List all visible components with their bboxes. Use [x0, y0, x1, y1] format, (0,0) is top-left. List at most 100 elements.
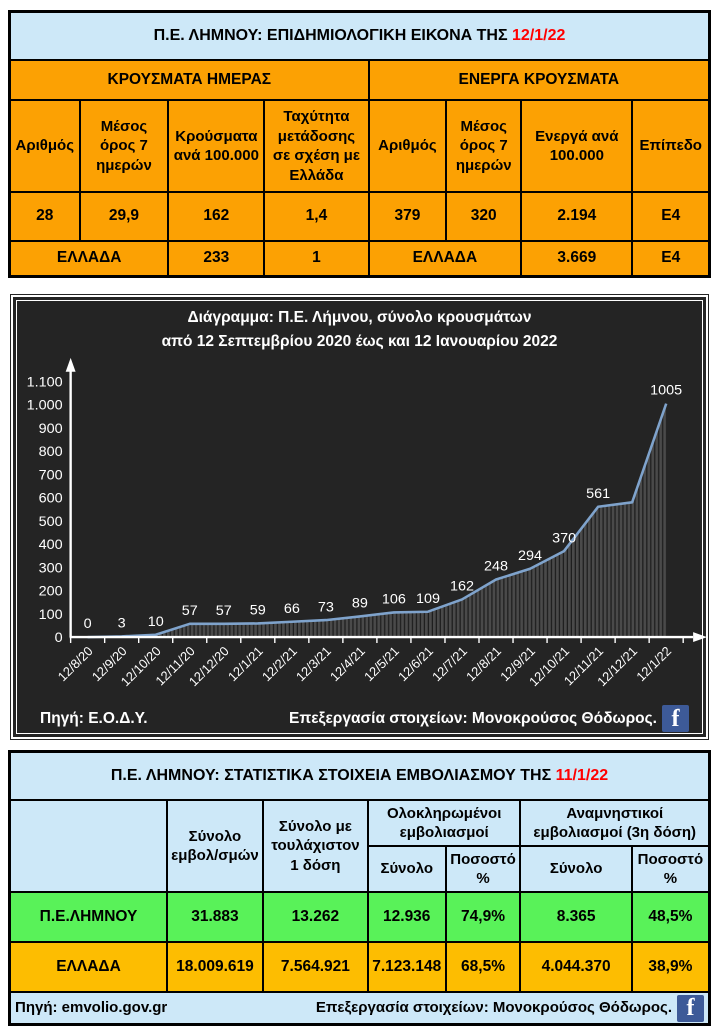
vax-limnos-booster-pct: 48,5% — [630, 891, 711, 944]
epi-title-date: 12/1/22 — [512, 26, 566, 44]
vax-group-header-row: Σύνολο εμβολ/σμών Σύνολο με τουλάχιστον … — [8, 799, 711, 894]
col-header-active-per-100k: Ενεργά ανά 100.000 — [520, 99, 634, 193]
x-tick-label: 12/8/21 — [463, 643, 504, 684]
chart-footer: Πηγή: Ε.Ο.Δ.Υ. Επεξεργασία στοιχείων: Μο… — [18, 705, 701, 736]
sub-header-booster-pct: Ποσοστό % — [630, 845, 711, 894]
point-value-label: 89 — [352, 596, 368, 612]
col-header-cases-per-100k: Κρούσματα ανά 100.000 — [167, 99, 266, 193]
col-header-transmission-speed: Ταχύτητα μετάδοσης σε σχέση με Ελλάδα — [263, 99, 370, 193]
x-tick-label: 12/3/21 — [293, 643, 334, 684]
chart-source: Πηγή: Ε.Ο.Δ.Υ. — [40, 709, 148, 727]
group-header-daily-cases: ΚΡΟΥΣΜΑΤΑ ΗΜΕΡΑΣ — [8, 59, 370, 101]
vax-limnos-completed-pct: 74,9% — [444, 891, 522, 944]
vax-title-date: 11/1/22 — [555, 766, 609, 784]
chart-plot-area: 0 100 200 300 400 500 600 700 800 900 1.000 1.100 12… — [18, 354, 708, 705]
vax-footer-row: Πηγή: emvolio.gov.gr Επεξεργασία στοιχεί… — [8, 991, 711, 1026]
vax-limnos-label: Π.Ε.ΛΗΜΝΟΥ — [8, 891, 168, 944]
epi-column-header-row: Αριθμός Μέσος όρος 7 ημερών Κρούσματα αν… — [8, 99, 711, 193]
group-header-completed: Ολοκληρωμένοι εμβολιασμοί — [366, 799, 522, 848]
col-header-number-active: Αριθμός — [367, 99, 448, 193]
vaccination-table: Π.Ε. ΛΗΜΝΟΥ: ΣΤΑΤΙΣΤΙΚΑ ΣΤΟΙΧΕΙΑ ΕΜΒΟΛΙΑ… — [8, 750, 711, 1026]
group-header-booster: Αναμνηστικοί εμβολιασμοί (3η δόση) — [519, 799, 711, 848]
limnos-active-per-100k: 2.194 — [520, 191, 634, 242]
y-tick-label: 600 — [39, 491, 63, 507]
y-tick-label: 300 — [39, 560, 63, 576]
sub-header-booster-total: Σύνολο — [519, 845, 633, 894]
group-header-active-cases: ΕΝΕΡΓΑ ΚΡΟΥΣΜΑΤΑ — [367, 59, 711, 101]
greece-transmission-speed: 1 — [263, 240, 370, 278]
point-value-label: 1005 — [650, 383, 682, 399]
facebook-icon: f — [662, 705, 689, 733]
point-value-label: 109 — [416, 591, 440, 607]
y-tick-label: 900 — [39, 421, 63, 437]
limnos-number: 28 — [8, 191, 81, 242]
point-value-label: 57 — [182, 603, 198, 619]
y-tick-label: 1.000 — [27, 398, 63, 414]
col-header-at-least-one-dose: Σύνολο με τουλάχιστον 1 δόση — [261, 799, 369, 894]
vax-greece-completed-pct: 68,5% — [444, 941, 522, 994]
vax-greece-row: ΕΛΛΑΔΑ 18.009.619 7.564.921 7.123.148 68… — [8, 941, 711, 994]
vax-limnos-booster-total: 8.365 — [519, 891, 633, 944]
greece-active-per-100k: 3.669 — [520, 240, 634, 278]
col-header-total-vaccinations: Σύνολο εμβολ/σμών — [166, 799, 264, 894]
chart-credit-wrap: Επεξεργασία στοιχείων: Μονοκρούσος Θόδωρ… — [288, 705, 689, 733]
point-value-label: 0 — [84, 616, 92, 632]
y-axis-arrow-icon — [65, 357, 76, 372]
area-fill — [70, 403, 667, 638]
x-tick-label: 12/1/21 — [225, 643, 266, 684]
point-value-label: 10 — [148, 614, 164, 630]
point-value-label: 66 — [284, 601, 300, 617]
vax-footer: Πηγή: emvolio.gov.gr Επεξεργασία στοιχεί… — [8, 991, 711, 1026]
y-tick-label: 500 — [39, 514, 63, 530]
col-header-level: Επίπεδο — [631, 99, 711, 193]
y-tick-label: 0 — [55, 630, 63, 646]
vax-source: Πηγή: emvolio.gov.gr — [15, 999, 168, 1017]
vax-limnos-row: Π.Ε.ΛΗΜΝΟΥ 31.883 13.262 12.936 74,9% 8.… — [8, 891, 711, 944]
y-tick-label: 800 — [39, 444, 63, 460]
x-tick-label: 12/5/21 — [361, 643, 402, 684]
vax-table-title: Π.Ε. ΛΗΜΝΟΥ: ΣΤΑΤΙΣΤΙΚΑ ΣΤΟΙΧΕΙΑ ΕΜΒΟΛΙΑ… — [8, 750, 711, 802]
x-tick-label: 12/1/22 — [633, 643, 674, 684]
x-tick-label: 12/8/20 — [55, 643, 96, 684]
point-value-label: 561 — [586, 486, 610, 502]
limnos-cases-per-100k: 162 — [167, 191, 266, 242]
limnos-7day-avg: 29,9 — [78, 191, 170, 242]
vax-limnos-one-dose: 13.262 — [261, 891, 369, 944]
point-value-label: 106 — [382, 592, 406, 608]
vax-corner-cell — [8, 799, 168, 894]
sub-header-completed-pct: Ποσοστό % — [444, 845, 522, 894]
x-tick-label: 12/4/21 — [327, 643, 368, 684]
vax-title-row: Π.Ε. ΛΗΜΝΟΥ: ΣΤΑΤΙΣΤΙΚΑ ΣΤΟΙΧΕΙΑ ΕΜΒΟΛΙΑ… — [8, 750, 711, 802]
x-axis-arrow-icon — [693, 632, 708, 643]
chart-credit: Επεξεργασία στοιχείων: Μονοκρούσος Θόδωρ… — [288, 709, 657, 727]
epi-greece-row: ΕΛΛΑΔΑ 233 1 ΕΛΛΑΔΑ 3.669 Ε4 — [8, 240, 711, 278]
epi-group-header-row: ΚΡΟΥΣΜΑΤΑ ΗΜΕΡΑΣ ΕΝΕΡΓΑ ΚΡΟΥΣΜΑΤΑ — [8, 59, 711, 101]
vax-limnos-total: 31.883 — [166, 891, 264, 944]
chart-title-line2: από 12 Σεπτεμβρίου 2020 έως και 12 Ιανου… — [161, 333, 558, 351]
point-value-label: 248 — [484, 559, 508, 575]
point-value-label: 73 — [318, 599, 334, 615]
point-value-label: 57 — [216, 603, 232, 619]
epi-title-row: Π.Ε. ΛΗΜΝΟΥ: ΕΠΙΔΗΜΙΟΛΟΓΙΚΗ ΕΙΚΟΝΑ ΤΗΣ 1… — [8, 10, 711, 61]
col-header-number: Αριθμός — [8, 99, 81, 193]
y-tick-label: 400 — [39, 537, 63, 553]
cumulative-cases-area-chart: 01002003004005006007008009001.0001.10012… — [27, 357, 708, 689]
point-value-label: 162 — [450, 579, 474, 595]
limnos-active-7day-avg: 320 — [445, 191, 523, 242]
limnos-transmission-speed: 1,4 — [263, 191, 370, 242]
facebook-icon: f — [677, 994, 704, 1022]
x-tick-label: 12/2/21 — [259, 643, 300, 684]
greece-label-left: ΕΛΛΑΔΑ — [8, 240, 170, 278]
col-header-7day-avg-active: Μέσος όρος 7 ημερών — [445, 99, 523, 193]
chart-title: Διάγραμμα: Π.Ε. Λήμνου, σύνολο κρουσμάτω… — [18, 306, 701, 354]
infographic-page: Π.Ε. ΛΗΜΝΟΥ: ΕΠΙΔΗΜΙΟΛΟΓΙΚΗ ΕΙΚΟΝΑ ΤΗΣ 1… — [8, 10, 711, 1026]
epi-table-title: Π.Ε. ΛΗΜΝΟΥ: ΕΠΙΔΗΜΙΟΛΟΓΙΚΗ ΕΙΚΟΝΑ ΤΗΣ 1… — [8, 10, 711, 61]
vax-greece-completed-total: 7.123.148 — [366, 941, 447, 994]
point-value-label: 59 — [250, 603, 266, 619]
y-tick-label: 100 — [39, 607, 63, 623]
point-value-label: 3 — [118, 616, 126, 632]
vax-credit-wrap: Επεξεργασία στοιχείων: Μονοκρούσος Θόδωρ… — [316, 994, 704, 1022]
epi-limnos-row: 28 29,9 162 1,4 379 320 2.194 Ε4 — [8, 191, 711, 242]
vax-greece-booster-total: 4.044.370 — [519, 941, 633, 994]
epi-title-text: Π.Ε. ΛΗΜΝΟΥ: ΕΠΙΔΗΜΙΟΛΟΓΙΚΗ ΕΙΚΟΝΑ ΤΗΣ — [153, 26, 513, 44]
